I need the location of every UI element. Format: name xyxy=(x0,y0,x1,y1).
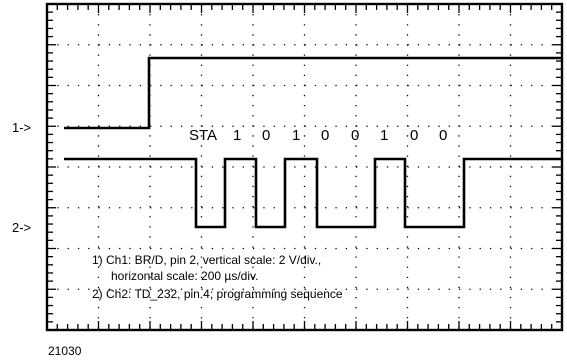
note-ch2: 2) Ch2: TD_232, pin 4; programming seque… xyxy=(92,287,343,301)
bit-label: 0 xyxy=(410,127,418,144)
note-ch1: 1) Ch1: BR/D, pin 2, vertical scale: 2 V… xyxy=(92,253,321,267)
ch1-marker: 1-> xyxy=(12,120,31,135)
bit-label: 0 xyxy=(439,127,447,144)
bit-label: 0 xyxy=(262,127,270,144)
bit-label: 0 xyxy=(351,127,359,144)
graticule-grid xyxy=(47,4,562,330)
ch1-trace xyxy=(64,56,561,130)
note-ch1-horizontal-scale: horizontal scale: 200 µs/div. xyxy=(111,269,258,283)
ch2-marker: 2-> xyxy=(12,220,31,235)
bit-labels: 1 0 1 0 0 1 0 0 xyxy=(233,127,447,144)
bit-label: 1 xyxy=(233,127,241,144)
figure-id: 21030 xyxy=(48,344,82,358)
frame-tick-marks xyxy=(47,4,562,330)
bit-label: 1 xyxy=(292,127,300,144)
bit-label: 1 xyxy=(380,127,388,144)
bit-label: 0 xyxy=(321,127,329,144)
start-bit-label: STA xyxy=(189,127,217,144)
ch2-trace xyxy=(64,157,561,229)
